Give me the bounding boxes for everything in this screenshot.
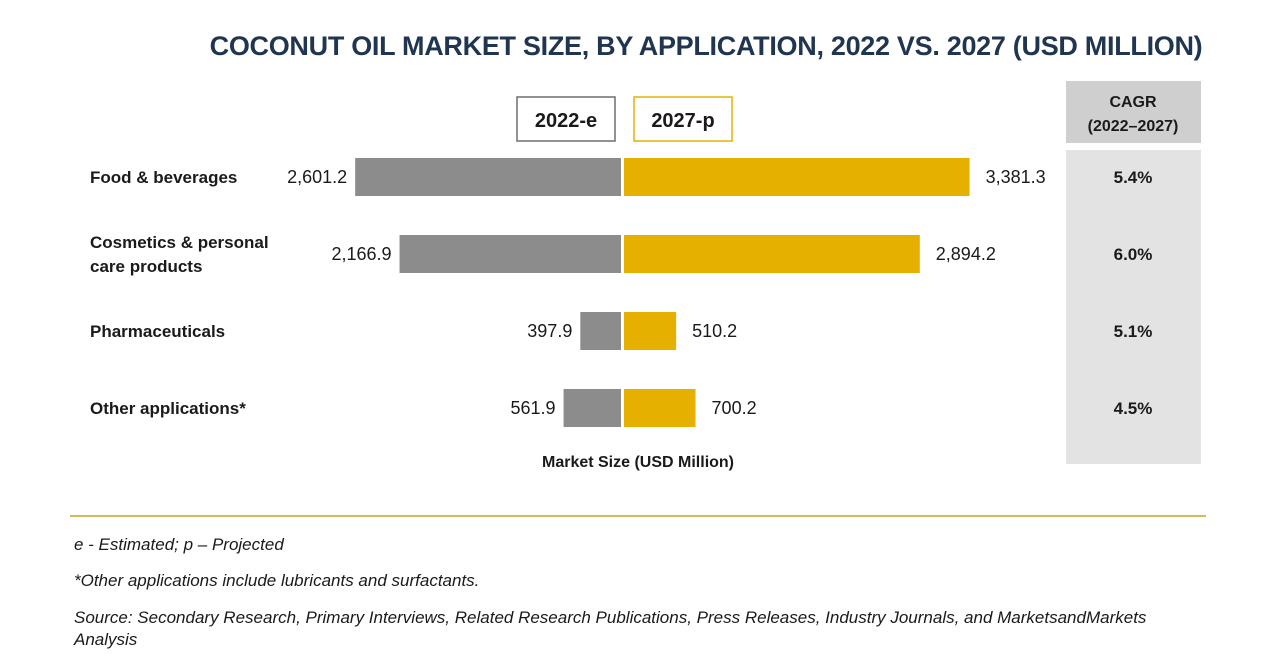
category-label-pharmaceuticals: Pharmaceuticals bbox=[90, 322, 225, 341]
bar-2027-cosmetics-personal-care-products bbox=[624, 235, 920, 273]
value-label-2027-pharmaceuticals: 510.2 bbox=[692, 321, 737, 341]
category-label-other-applications: Other applications* bbox=[90, 399, 246, 418]
cagr-value-other-applications: 4.5% bbox=[1114, 399, 1153, 418]
cagr-header-line2: (2022–2027) bbox=[1088, 118, 1179, 135]
bar-2022-pharmaceuticals bbox=[580, 312, 621, 350]
bar-2027-other-applications bbox=[624, 389, 696, 427]
cagr-value-cosmetics-personal-care-products: 6.0% bbox=[1114, 245, 1153, 264]
value-label-2022-other-applications: 561.9 bbox=[511, 398, 556, 418]
legend-label-2022: 2022-e bbox=[535, 110, 597, 132]
bar-2027-pharmaceuticals bbox=[624, 312, 677, 350]
cagr-column-bg bbox=[1066, 150, 1201, 464]
legend-box-2027 bbox=[633, 96, 733, 142]
bar-2022-food-beverages bbox=[355, 158, 621, 196]
value-label-2027-food-beverages: 3,381.3 bbox=[986, 167, 1046, 187]
cagr-value-pharmaceuticals: 5.1% bbox=[1114, 322, 1153, 341]
value-label-2022-pharmaceuticals: 397.9 bbox=[527, 321, 572, 341]
cagr-value-food-beverages: 5.4% bbox=[1114, 168, 1153, 187]
value-label-2027-other-applications: 700.2 bbox=[712, 398, 757, 418]
category-label-food-beverages: Food & beverages bbox=[90, 168, 237, 187]
footnote-source: Source: Secondary Research, Primary Inte… bbox=[74, 608, 1147, 649]
bar-2027-food-beverages bbox=[624, 158, 970, 196]
cagr-header-bg bbox=[1066, 81, 1201, 143]
category-label-cosmetics-personal-care-products-line2: care products bbox=[90, 257, 202, 276]
x-axis-label: Market Size (USD Million) bbox=[542, 454, 734, 471]
footnote-estimated: e - Estimated; p – Projected bbox=[74, 535, 284, 554]
value-label-2022-cosmetics-personal-care-products: 2,166.9 bbox=[331, 244, 391, 264]
legend-box-2022 bbox=[516, 96, 616, 142]
footnote-other-applications: *Other applications include lubricants a… bbox=[74, 571, 480, 590]
bar-2022-cosmetics-personal-care-products bbox=[399, 235, 621, 273]
cagr-header-line1: CAGR bbox=[1109, 94, 1157, 111]
chart-title: COCONUT OIL MARKET SIZE, BY APPLICATION,… bbox=[210, 31, 1203, 61]
value-label-2022-food-beverages: 2,601.2 bbox=[287, 167, 347, 187]
category-label-cosmetics-personal-care-products-line1: Cosmetics & personal bbox=[90, 233, 269, 252]
bar-2022-other-applications bbox=[563, 389, 621, 427]
value-label-2027-cosmetics-personal-care-products: 2,894.2 bbox=[936, 244, 996, 264]
legend-label-2027: 2027-p bbox=[651, 110, 714, 132]
